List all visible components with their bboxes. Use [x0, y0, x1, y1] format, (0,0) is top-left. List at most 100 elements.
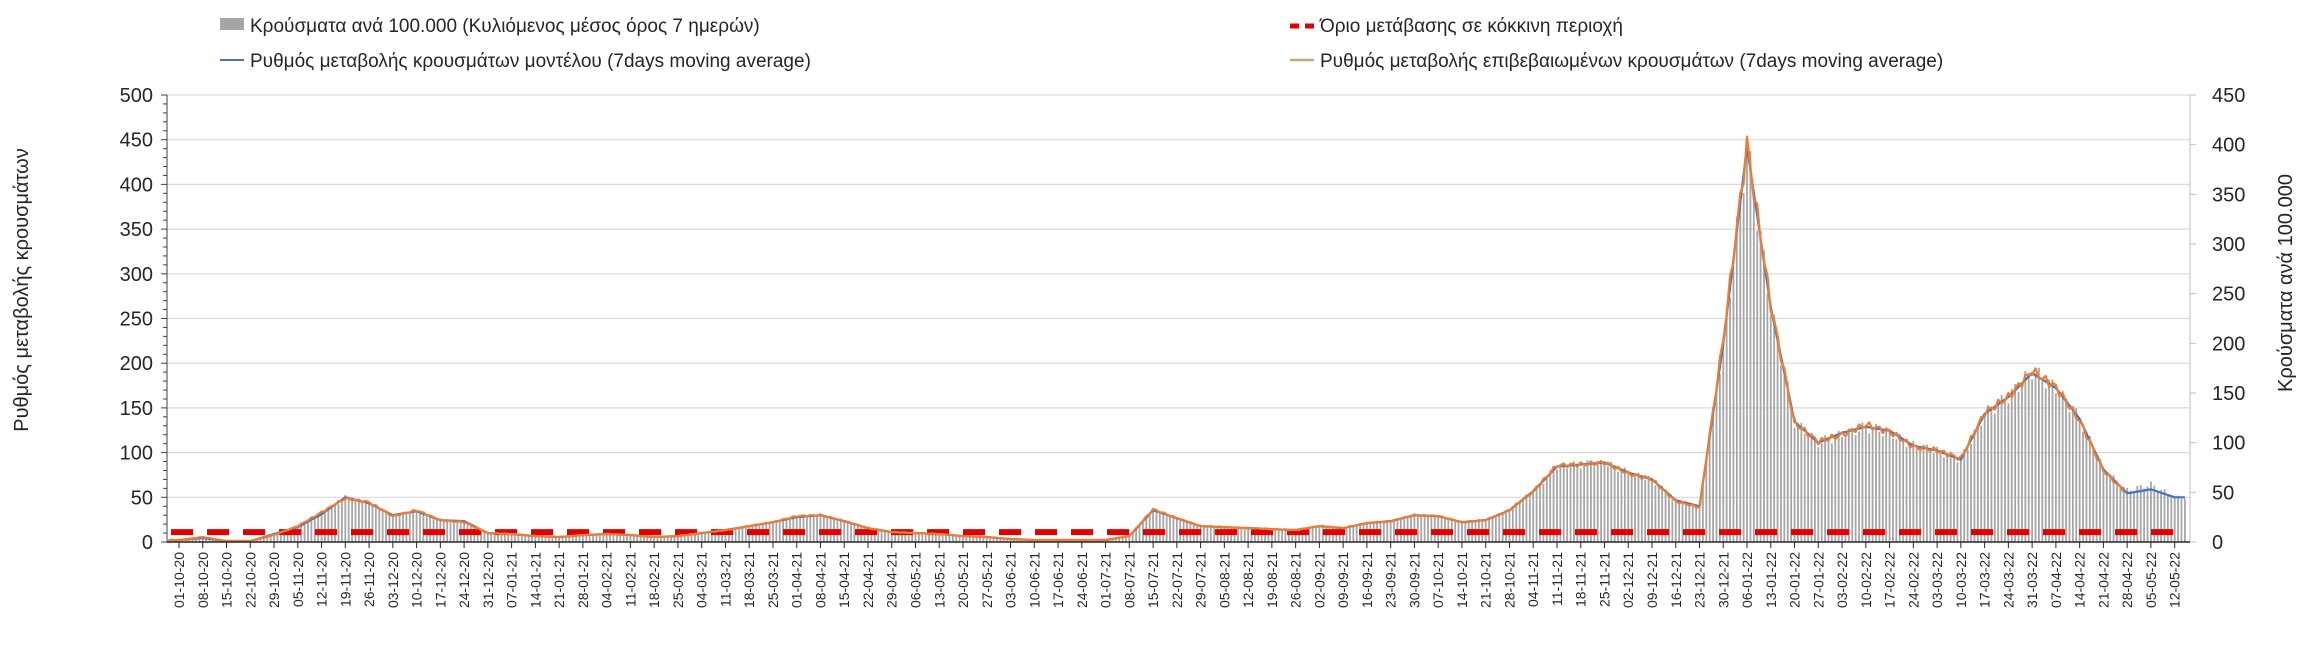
x-tick-label: 21-10-21	[1478, 552, 1494, 608]
bar	[1382, 521, 1385, 542]
bar	[673, 536, 676, 542]
bar	[205, 538, 208, 542]
bar	[2119, 487, 2122, 542]
bar	[1820, 443, 1823, 542]
x-tick-label: 25-11-21	[1596, 552, 1612, 607]
bar	[1691, 506, 1694, 542]
bar	[1623, 467, 1626, 542]
bar	[1576, 464, 1579, 542]
bar	[2014, 384, 2017, 542]
bar	[2153, 485, 2156, 542]
bar	[1349, 526, 1351, 542]
bar	[846, 521, 849, 542]
x-tick-label: 07-04-22	[2048, 552, 2064, 608]
bar	[1606, 466, 1609, 542]
bar	[419, 511, 421, 542]
bar	[544, 536, 547, 542]
x-tick-label: 10-02-22	[1858, 552, 1874, 608]
bar	[385, 511, 387, 542]
bar	[1987, 405, 1989, 542]
bar	[1814, 436, 1816, 542]
x-tick-label: 12-08-21	[1240, 552, 1256, 608]
bar	[184, 539, 187, 542]
bar	[2177, 495, 2179, 542]
x-tick-label: 16-12-21	[1668, 552, 1684, 608]
bar	[646, 536, 649, 542]
bar	[2160, 489, 2162, 542]
x-tick-label: 02-09-21	[1311, 552, 1327, 608]
bar	[2139, 485, 2142, 542]
bar	[1932, 453, 1935, 542]
bar	[1997, 403, 2000, 542]
bar	[663, 536, 666, 542]
bar	[1539, 484, 1541, 542]
bar	[948, 534, 951, 542]
bar	[2048, 379, 2050, 542]
bar	[188, 539, 191, 542]
bar	[1630, 476, 1633, 542]
bar	[476, 528, 479, 542]
bar	[1535, 485, 1538, 542]
bar	[867, 528, 869, 542]
bar	[507, 533, 510, 542]
bar	[324, 512, 326, 542]
bar	[1674, 498, 1677, 542]
bar	[1247, 527, 1250, 542]
x-tick-label: 06-01-22	[1739, 552, 1755, 608]
bar	[2088, 436, 2091, 542]
bar	[1545, 476, 1548, 542]
bar	[816, 516, 818, 542]
bar	[1525, 495, 1528, 542]
bar	[1803, 434, 1806, 542]
bar	[2173, 496, 2176, 542]
bar	[1433, 515, 1436, 542]
y-tick-label-left: 50	[131, 487, 153, 509]
bar	[347, 498, 350, 542]
bar	[1685, 501, 1687, 542]
x-tick-label: 07-01-21	[504, 552, 520, 608]
bar	[1644, 479, 1647, 542]
bar	[1885, 428, 1888, 542]
bar	[1026, 539, 1029, 542]
y-axis-title-right: Κρούσματα ανά 100.000	[2275, 174, 2297, 392]
bar	[368, 501, 370, 542]
bar	[2031, 379, 2034, 542]
bar	[1919, 451, 1922, 542]
y-tick-label-right: 0	[2212, 532, 2223, 554]
bar	[1827, 439, 1830, 542]
bar	[1264, 529, 1266, 542]
bar	[1976, 423, 1979, 542]
bar	[2163, 489, 2166, 542]
bar	[2122, 486, 2125, 542]
bar	[1786, 381, 1789, 542]
x-tick-label: 23-09-21	[1383, 552, 1399, 608]
bar	[795, 515, 798, 542]
bar	[1593, 466, 1596, 542]
bar	[1556, 469, 1558, 542]
bar	[1851, 427, 1854, 542]
bar	[1834, 435, 1837, 542]
bar	[1881, 436, 1884, 542]
bar	[1162, 513, 1165, 542]
bar	[704, 532, 706, 542]
bar	[1590, 464, 1592, 542]
gridlines	[167, 94, 2190, 498]
bar	[2017, 392, 2020, 542]
bar	[972, 536, 975, 542]
x-tick-label: 08-07-21	[1121, 552, 1137, 608]
bar	[1165, 516, 1168, 542]
x-tick-label: 26-08-21	[1288, 552, 1304, 608]
bar	[1491, 518, 1494, 542]
bar	[2021, 386, 2023, 542]
bar	[2038, 367, 2040, 542]
bar	[531, 535, 533, 542]
bar	[1664, 491, 1667, 542]
bar	[276, 533, 279, 542]
y-tick-label-right: 50	[2212, 482, 2234, 504]
bar	[1423, 514, 1426, 542]
bar	[1114, 538, 1117, 542]
bar	[1983, 416, 1986, 542]
x-tick-label: 17-12-20	[432, 552, 448, 608]
bar	[2129, 490, 2132, 542]
bar	[1518, 503, 1521, 542]
